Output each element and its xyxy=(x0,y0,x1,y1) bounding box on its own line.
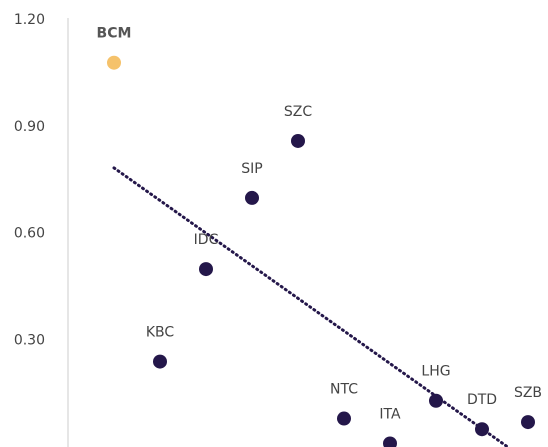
point xyxy=(199,262,213,277)
y-tick-label: 0.90 xyxy=(14,119,45,135)
point-label: SZC xyxy=(284,104,312,120)
y-tick-label: 0.30 xyxy=(14,332,45,348)
point xyxy=(475,422,489,437)
y-tick-label: 1.20 xyxy=(14,12,45,28)
point xyxy=(153,354,167,369)
trendline xyxy=(112,166,510,447)
point-label: DTD xyxy=(467,392,497,408)
point-label: BCM xyxy=(97,26,132,42)
point xyxy=(107,55,121,70)
point-label: NTC xyxy=(330,382,358,398)
point-label: ITA xyxy=(379,406,401,422)
y-tick-label: 0.60 xyxy=(14,226,45,242)
point xyxy=(337,411,351,426)
point xyxy=(521,415,535,430)
point xyxy=(245,190,259,205)
point xyxy=(429,393,443,408)
point-label: IDC xyxy=(194,232,219,248)
point xyxy=(383,436,397,447)
point-label: SZB xyxy=(514,385,542,401)
point xyxy=(291,133,305,148)
point-label: LHG xyxy=(421,364,450,380)
point-label: KBC xyxy=(146,325,175,341)
point-label: SIP xyxy=(241,161,262,177)
